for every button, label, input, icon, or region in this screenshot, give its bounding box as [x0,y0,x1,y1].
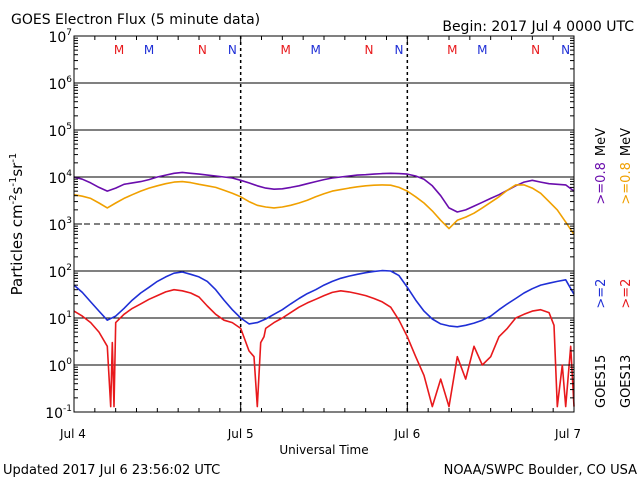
y-tick-label: 106 [48,75,72,93]
x-tick-label: Jul 7 [554,427,581,441]
orbit-marker: M [144,43,154,57]
orbit-marker: M [477,43,487,57]
begin-label: Begin: 2017 Jul 4 0000 UTC [442,19,634,35]
chart-legend: GOES15 >=2 >=0.8 MeV GOES13 >=2 >=0.8 MeV [594,128,634,408]
legend-goes15-2mev: >=2 [594,279,609,309]
credit-label: NOAA/SWPC Boulder, CO USA [444,463,637,478]
x-axis-ticks: Jul 4 Jul 5 Jul 6 Jul 7 [59,36,581,441]
x-tick-label: Jul 4 [59,427,86,441]
orbit-marker: N [531,43,540,57]
orbit-marker: N [365,43,374,57]
y-axis-label-mid1: s [8,186,26,194]
y-tick-label: 107 [48,28,72,46]
orbit-marker: N [198,43,207,57]
orbit-marker: N [228,43,237,57]
series-line-2 [73,180,575,235]
series-line-3 [73,269,575,328]
x-tick-label: Jul 6 [393,427,420,441]
y-tick-label: 101 [48,310,72,328]
orbit-marker: N [395,43,404,57]
legend-unit-mev-2: MeV [619,128,634,156]
y-axis-label-exp1: -2 [8,194,19,204]
legend-goes13: GOES13 >=2 >=0.8 MeV [619,128,634,408]
y-axis-label-exp2: -1 [8,177,19,187]
series-layer [73,171,575,408]
y-tick-label: 105 [48,122,72,140]
x-axis-label: Universal Time [279,443,368,457]
legend-goes15: GOES15 >=2 >=0.8 MeV [594,128,609,408]
y-tick-label: 104 [48,169,72,187]
series-line-4 [73,288,575,408]
x-tick-label: Jul 5 [227,427,254,441]
orbit-marker: N [561,43,570,57]
legend-goes15-08mev: >=0.8 [594,162,609,204]
y-axis-ticks: 107 106 105 104 103 102 101 100 10-1 [45,28,574,422]
y-tick-label: 103 [48,216,72,234]
y-tick-label: 100 [48,357,72,375]
orbit-marker: M [280,43,290,57]
y-tick-label: 102 [48,263,72,281]
y-axis-label-exp3: -1 [8,153,19,163]
series-line-1 [73,171,575,213]
orbit-marker: M [447,43,457,57]
legend-goes15-title: GOES15 [594,355,609,408]
legend-unit-mev: MeV [594,128,609,156]
legend-goes13-2mev: >=2 [619,279,634,309]
y-axis-label-mid2: sr [8,162,26,177]
plot-grid [74,35,574,413]
y-axis-label: Particles cm-2s-1sr-1 [8,153,26,296]
orbit-marker: M [114,43,124,57]
legend-goes13-08mev: >=0.8 [619,162,634,204]
y-tick-label: 10-1 [45,404,72,422]
chart-title: GOES Electron Flux (5 minute data) [11,12,260,28]
orbit-marker: M [310,43,320,57]
y-axis-label-main: Particles cm [8,204,26,295]
legend-goes13-title: GOES13 [619,355,634,408]
updated-timestamp: Updated 2017 Jul 6 23:56:02 UTC [3,463,220,478]
